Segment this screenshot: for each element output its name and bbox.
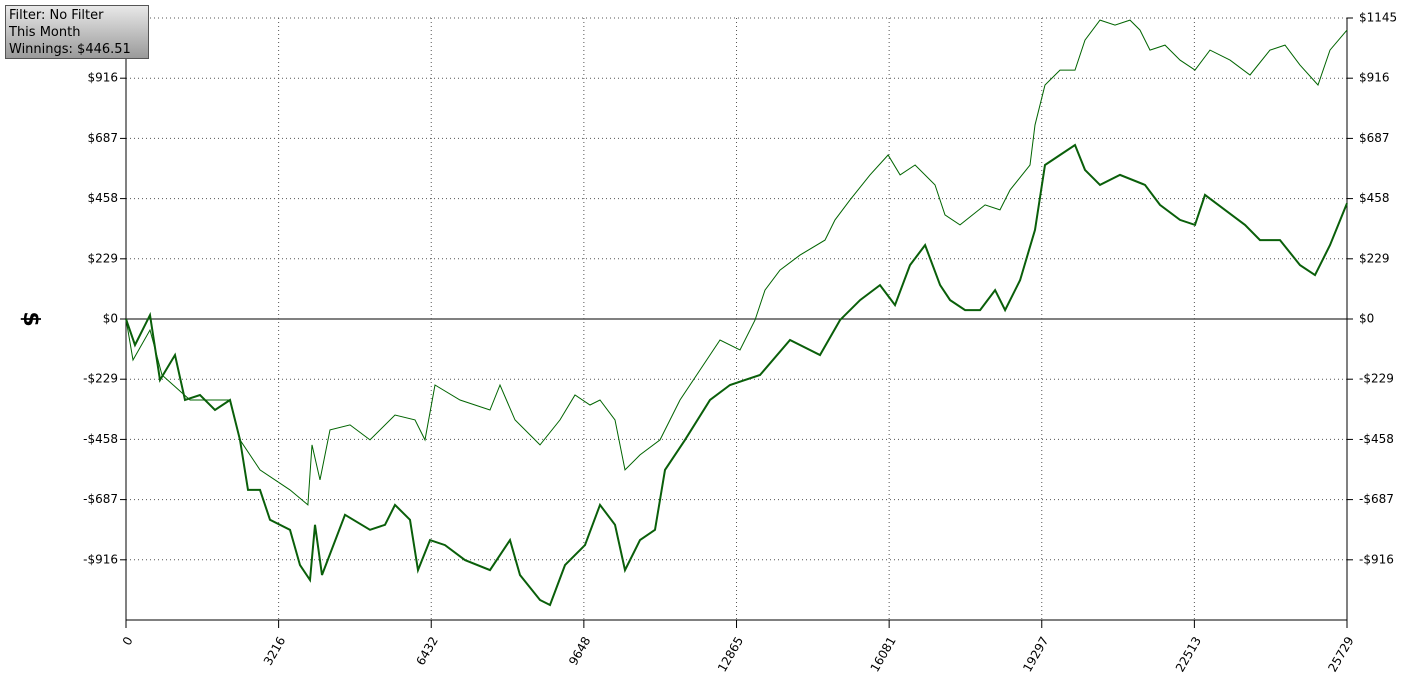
y-tick-label: -$687	[83, 492, 118, 506]
y2-tick-label: $916	[1359, 71, 1390, 85]
y-axis-label: $	[18, 311, 43, 326]
series-line	[125, 143, 1348, 607]
y-tick-label: -$458	[83, 432, 118, 446]
x-tick-label: 12865	[715, 634, 746, 674]
x-tick-label: 22513	[1173, 634, 1204, 674]
x-tick-label: 0	[120, 634, 136, 648]
y2-tick-label: -$458	[1359, 432, 1394, 446]
x-tick-label: 3216	[261, 634, 288, 667]
y-tick-label: $916	[87, 71, 118, 85]
y2-tick-label: $458	[1359, 191, 1390, 205]
y2-tick-label: $687	[1359, 131, 1390, 145]
annotation: Winnings: $446.51	[9, 42, 131, 57]
y2-tick-label: -$916	[1359, 552, 1394, 566]
x-tick-label: 19297	[1020, 634, 1051, 674]
y-tick-label: $458	[87, 191, 118, 205]
x-tick-label: 25729	[1325, 634, 1356, 674]
filter-box: Filter: No Filter This Month Winnings: $…	[5, 5, 149, 59]
y-tick-label: $229	[87, 251, 118, 265]
x-tick-label: 9648	[566, 634, 593, 667]
y2-tick-label: -$687	[1359, 492, 1394, 506]
annotation: This Month	[9, 25, 81, 40]
y-tick-label: $687	[87, 131, 118, 145]
x-tick-label: 16081	[868, 634, 899, 674]
x-tick-label: 6432	[413, 634, 440, 667]
y2-tick-label: $0	[1359, 312, 1374, 326]
y-tick-label: $0	[103, 312, 118, 326]
y-tick-label: -$916	[83, 552, 118, 566]
y2-tick-label: -$229	[1359, 372, 1394, 386]
y2-tick-label: $229	[1359, 251, 1390, 265]
y-tick-label: -$229	[83, 372, 118, 386]
series-line	[125, 19, 1348, 506]
y2-tick-label: $1145	[1359, 11, 1397, 25]
annotation: Filter: No Filter	[9, 8, 104, 23]
